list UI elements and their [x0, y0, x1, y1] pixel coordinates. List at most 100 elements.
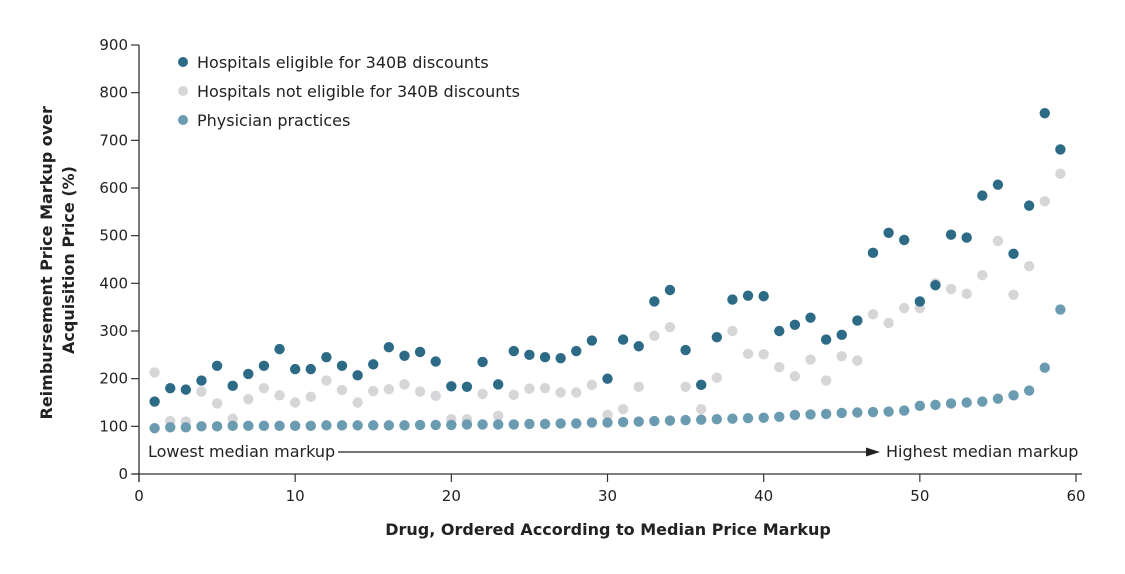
- data-point: [961, 288, 972, 300]
- data-point: [914, 400, 926, 412]
- data-point: [820, 334, 832, 345]
- data-point: [508, 389, 519, 401]
- series-1: [149, 168, 1066, 427]
- data-point: [492, 410, 504, 422]
- data-point: [477, 356, 488, 368]
- data-point: [727, 413, 738, 424]
- legend-label: Hospitals not eligible for 340B discount…: [197, 82, 520, 101]
- series-2: [149, 304, 1066, 434]
- data-point: [555, 387, 566, 398]
- data-point: [289, 397, 301, 408]
- y-tick-label: 400: [99, 274, 128, 292]
- data-point: [680, 344, 691, 356]
- data-point: [836, 351, 847, 362]
- y-tick-label: 0: [118, 465, 128, 483]
- legend-label: Hospitals eligible for 340B discounts: [197, 53, 489, 72]
- data-point: [992, 179, 1004, 190]
- data-point: [930, 399, 941, 411]
- data-point: [321, 375, 332, 386]
- data-point: [1055, 168, 1066, 179]
- data-point: [633, 341, 644, 352]
- x-tick-label: 20: [442, 487, 461, 505]
- data-point: [1055, 304, 1066, 315]
- data-point: [758, 412, 769, 423]
- data-point: [430, 419, 441, 431]
- data-point: [461, 381, 473, 392]
- data-point: [805, 312, 816, 323]
- data-point: [820, 375, 832, 386]
- y-tick-label: 200: [99, 370, 128, 388]
- data-point: [571, 387, 582, 398]
- data-point: [664, 284, 676, 296]
- data-point: [227, 413, 238, 424]
- data-point: [289, 363, 301, 375]
- data-point: [180, 384, 192, 395]
- data-point: [258, 383, 270, 394]
- y-axis-label: Reimbursement Price Markup over Acquisit…: [37, 101, 78, 420]
- data-point: [305, 420, 316, 432]
- data-point: [977, 270, 988, 281]
- data-point: [914, 296, 926, 307]
- y-tick-label: 300: [99, 322, 128, 340]
- data-point: [805, 409, 816, 420]
- data-point: [305, 363, 316, 375]
- data-point: [774, 411, 785, 422]
- data-point: [758, 291, 769, 302]
- data-point: [696, 379, 707, 391]
- data-point: [633, 381, 644, 392]
- data-point: [774, 325, 785, 337]
- data-point: [602, 417, 613, 428]
- data-point: [883, 406, 894, 417]
- data-point: [399, 350, 410, 361]
- data-point: [774, 362, 785, 373]
- data-point: [836, 329, 847, 341]
- data-point: [867, 247, 879, 259]
- y-tick-label: 900: [99, 36, 128, 54]
- data-point: [617, 403, 629, 415]
- data-point: [492, 419, 504, 430]
- data-point: [664, 415, 676, 426]
- data-point: [649, 330, 660, 341]
- data-point: [165, 422, 176, 433]
- data-point: [961, 397, 972, 408]
- data-point: [383, 342, 395, 353]
- data-point: [243, 420, 254, 432]
- data-point: [274, 420, 285, 432]
- data-point: [883, 317, 894, 329]
- data-point: [539, 418, 551, 430]
- data-point: [711, 331, 723, 343]
- data-point: [196, 421, 207, 432]
- data-point: [477, 388, 488, 400]
- data-point: [149, 367, 160, 378]
- data-point: [321, 352, 332, 363]
- data-point: [211, 398, 223, 409]
- data-point: [852, 407, 863, 418]
- data-point: [477, 419, 488, 430]
- data-point: [742, 290, 754, 301]
- legend-marker: [178, 86, 188, 96]
- data-point: [945, 283, 957, 295]
- data-point: [149, 396, 160, 407]
- data-point: [508, 345, 519, 357]
- data-point: [899, 405, 910, 416]
- data-point: [1008, 289, 1019, 300]
- data-point: [461, 419, 473, 430]
- data-point: [211, 421, 223, 432]
- data-point: [227, 420, 238, 432]
- data-point: [539, 352, 551, 363]
- data-point: [867, 309, 879, 320]
- data-point: [711, 372, 723, 383]
- y-tick-label: 600: [99, 179, 128, 197]
- data-point: [680, 414, 691, 426]
- data-point: [446, 419, 457, 431]
- data-point: [992, 235, 1004, 247]
- data-point: [243, 368, 254, 380]
- data-point: [977, 190, 988, 201]
- data-point: [789, 409, 801, 421]
- data-point: [805, 354, 816, 365]
- data-point: [1023, 260, 1035, 272]
- data-point: [899, 234, 910, 246]
- points: [149, 107, 1066, 434]
- data-point: [414, 386, 426, 397]
- legend: Hospitals eligible for 340B discounts Hos…: [178, 53, 520, 130]
